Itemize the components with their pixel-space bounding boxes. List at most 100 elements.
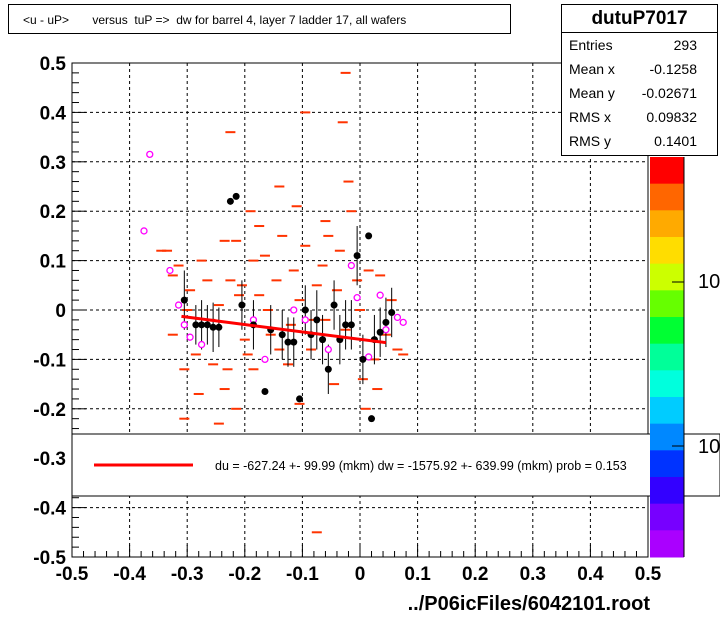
- x-tick-label: 0.3: [520, 564, 546, 585]
- profile-point: [226, 197, 234, 205]
- profile-point: [203, 321, 211, 329]
- palette-label-upper: 10: [698, 271, 720, 293]
- profile-point: [198, 321, 206, 329]
- open-point: [393, 313, 402, 322]
- profile-point: [382, 318, 390, 326]
- profile-point: [324, 365, 332, 373]
- open-point: [174, 301, 183, 309]
- y-tick-label: 0.1: [40, 252, 67, 273]
- y-tick-label: 0.2: [40, 202, 66, 223]
- y-tick-label: 0.4: [40, 103, 67, 124]
- x-tick-label: -0.5: [56, 564, 89, 585]
- y-tick-label: 0.5: [40, 54, 67, 75]
- x-tick-label: -0.1: [286, 564, 319, 585]
- profile-point: [209, 323, 217, 331]
- open-point: [140, 227, 148, 235]
- stats-row-rms-y: RMS y 0.1401: [562, 129, 717, 153]
- plot-title: <u - uP> versus tuP => dw for barrel 4, …: [8, 4, 511, 34]
- open-point: [324, 345, 332, 354]
- palette-segment: [650, 477, 684, 505]
- palette-segment: [650, 450, 684, 478]
- profile-point: [192, 321, 200, 329]
- profile-point: [290, 338, 298, 346]
- open-point: [186, 333, 194, 341]
- y-tick-labels: -0.5 -0.4 -0.3 -0.2 -0.1 0 0.1 0.2 0.3 0.4 0.5: [33, 54, 66, 569]
- stats-value: 0.1401: [654, 133, 697, 149]
- y-tick-label: -0.2: [33, 400, 66, 421]
- profile-point: [180, 296, 188, 304]
- palette-segment: [650, 210, 684, 238]
- palette-segment: [650, 503, 684, 531]
- source-file-label: ../P06icFiles/6042101.root: [407, 593, 650, 615]
- profile-point: [388, 308, 396, 316]
- palette-segment: [650, 343, 684, 371]
- x-tick-label: 0.2: [462, 564, 488, 585]
- palette-segment: [650, 157, 684, 185]
- open-point: [166, 266, 174, 275]
- y-tick-label: -0.5: [33, 548, 66, 569]
- stats-value: 0.09832: [646, 109, 697, 125]
- palette-segment: [650, 370, 684, 398]
- profile-point: [296, 395, 304, 403]
- open-point: [290, 306, 298, 314]
- profile-points: [180, 192, 396, 423]
- open-point: [382, 326, 390, 334]
- x-tick-label: 0.5: [635, 564, 662, 585]
- y-tick-label: -0.3: [33, 449, 66, 470]
- stats-value: -0.02671: [641, 85, 697, 101]
- profile-point: [215, 323, 223, 331]
- x-tick-label: 0: [355, 564, 366, 585]
- palette-segment: [650, 183, 684, 211]
- palette-segment: [650, 290, 684, 318]
- stats-label: Mean x: [569, 61, 615, 77]
- y-tick-label: 0: [55, 301, 66, 322]
- profile-point: [319, 336, 327, 344]
- profile-point: [368, 415, 376, 423]
- x-tick-label: -0.3: [171, 564, 204, 585]
- open-point: [376, 291, 384, 299]
- palette-segment: [650, 397, 684, 425]
- open-point: [347, 261, 356, 270]
- palette-segment: [650, 317, 684, 345]
- open-point: [301, 316, 309, 324]
- stats-label: Entries: [569, 37, 613, 53]
- palette-segment: [650, 423, 684, 451]
- profile-point: [365, 232, 373, 240]
- stats-value: 293: [673, 37, 697, 53]
- open-point: [353, 293, 361, 302]
- fit-legend-text: du = -627.24 +- 99.99 (mkm) dw = -1575.9…: [215, 459, 627, 473]
- profile-point: [278, 331, 286, 339]
- profile-point: [313, 316, 321, 324]
- palette-label-lower: 10: [698, 436, 720, 458]
- x-tick-label: -0.2: [228, 564, 261, 585]
- profile-point: [330, 301, 338, 309]
- profile-point: [359, 355, 367, 363]
- open-point: [146, 150, 154, 159]
- color-palette: [650, 157, 685, 558]
- stats-box: dutuP7017 Entries 293 Mean x -0.1258 Mea…: [561, 4, 718, 156]
- open-points: [140, 150, 407, 364]
- profile-point: [342, 321, 350, 329]
- y-tick-label: -0.4: [33, 499, 66, 520]
- palette-segment: [650, 237, 684, 265]
- stats-histogram-name: dutuP7017: [562, 5, 717, 33]
- profile-point: [284, 338, 292, 346]
- open-point: [197, 340, 206, 349]
- stats-row-mean-y: Mean y -0.02671: [562, 81, 717, 105]
- fit-line: [181, 314, 387, 345]
- profile-point: [232, 192, 240, 200]
- x-tick-labels: -0.5 -0.4 -0.3 -0.2 -0.1 0 0.1 0.2 0.3 0.4 0.5: [56, 564, 662, 585]
- stats-row-mean-x: Mean x -0.1258: [562, 57, 717, 81]
- y-tick-label: 0.3: [40, 153, 66, 174]
- open-point: [364, 353, 373, 361]
- open-point: [180, 321, 188, 329]
- stats-label: RMS x: [569, 109, 611, 125]
- stats-row-rms-x: RMS x 0.09832: [562, 105, 717, 129]
- profile-point: [376, 328, 384, 336]
- profile-point: [347, 321, 355, 329]
- y-tick-label: -0.1: [33, 350, 66, 371]
- palette-segment: [650, 263, 684, 291]
- palette-segment: [650, 530, 684, 558]
- stats-label: RMS y: [569, 133, 611, 149]
